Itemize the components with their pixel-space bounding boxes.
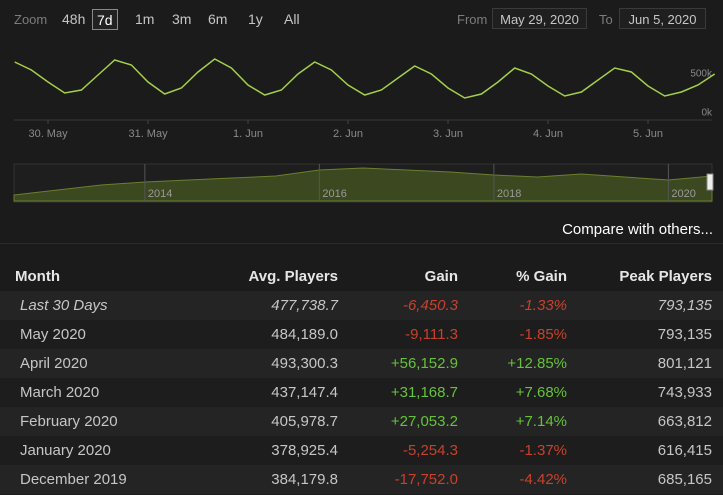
table-row: March 2020 437,147.4 +31,168.7 +7.68% 743,93…: [0, 378, 723, 407]
table-cell: 477,738.7: [271, 297, 338, 314]
table-cell: 801,121: [657, 355, 712, 372]
compare-link[interactable]: Compare with others...: [562, 221, 713, 238]
table-cell: 793,135: [657, 297, 712, 314]
x-tick-label: 4. Jun: [533, 128, 563, 140]
zoom-button[interactable]: 1y: [248, 11, 263, 27]
table-row: April 2020 493,300.3 +56,152.9 +12.85% 801,1…: [0, 349, 723, 378]
table-cell: 378,925.4: [271, 442, 338, 459]
table-cell: -17,752.0: [394, 471, 458, 488]
from-label: From: [457, 12, 488, 27]
x-tick-label: 5. Jun: [633, 128, 663, 140]
zoom-button[interactable]: 3m: [172, 11, 192, 27]
zoom-button[interactable]: 1m: [135, 11, 155, 27]
table-cell: 663,812: [657, 413, 712, 430]
table-cell: +31,168.7: [390, 384, 458, 401]
table-cell: +7.14%: [515, 413, 567, 430]
navigator-label: 2018: [497, 188, 521, 200]
table-cell: April 2020: [20, 355, 88, 372]
header-cell: Avg. Players: [248, 268, 339, 285]
table-row: February 2020 405,978.7 +27,053.2 +7.14% 663…: [0, 407, 723, 436]
player-line: [14, 58, 716, 99]
table-cell: +56,152.9: [390, 355, 458, 372]
table-cell: 685,165: [657, 471, 712, 488]
zoom-button[interactable]: 6m: [208, 11, 228, 27]
table-cell: February 2020: [20, 413, 118, 430]
table-cell: March 2020: [20, 384, 100, 401]
chart-area: 0k 500k 30. May 31. May 1. Jun 2. Jun 3. Jun 4.…: [0, 38, 723, 203]
table-cell: -1.37%: [519, 442, 567, 459]
navigator-handle: [706, 173, 714, 191]
zoom-button[interactable]: All: [284, 11, 300, 27]
table-cell: 616,415: [657, 442, 712, 459]
table-row: January 2020 378,925.4 -5,254.3 -1.37% 616,4…: [0, 436, 723, 465]
header-cell: Peak Players: [619, 268, 712, 285]
table-cell: +7.68%: [515, 384, 567, 401]
table-cell: May 2020: [20, 326, 86, 343]
table-header: Month Avg. Players Gain % Gain Peak Players: [0, 244, 723, 291]
table-cell: 384,179.8: [271, 471, 338, 488]
table-cell: -5,254.3: [402, 442, 458, 459]
table-cell: 437,147.4: [271, 384, 338, 401]
table-cell: 493,300.3: [271, 355, 338, 372]
table-cell: -1.85%: [519, 326, 567, 343]
from-input[interactable]: May 29, 2020: [492, 8, 587, 29]
x-tick-label: 1. Jun: [233, 128, 263, 140]
table-cell: 484,189.0: [271, 326, 338, 343]
navigator-label: 2016: [322, 188, 346, 200]
zoom-button[interactable]: 48h: [62, 11, 86, 27]
table-cell: -4.42%: [519, 471, 567, 488]
x-tick-label: 2. Jun: [333, 128, 363, 140]
navigator-label: 2020: [671, 188, 695, 200]
table-cell: Last 30 Days: [20, 297, 108, 314]
table-cell: 793,135: [657, 326, 712, 343]
table-cell: 743,933: [657, 384, 712, 401]
to-input[interactable]: Jun 5, 2020: [619, 8, 706, 29]
stats-table: Month Avg. Players Gain % Gain Peak Players L…: [0, 243, 723, 494]
to-label: To: [599, 12, 613, 27]
table-cell: +27,053.2: [390, 413, 458, 430]
table-cell: December 2019: [20, 471, 127, 488]
header-cell: Gain: [424, 268, 458, 285]
x-tick-label: 30. May: [28, 128, 68, 140]
navigator-label: 2014: [148, 188, 172, 200]
header-cell: % Gain: [516, 268, 567, 285]
table-cell: -6,450.3: [402, 297, 458, 314]
table-cell: 405,978.7: [271, 413, 338, 430]
table-row: Last 30 Days 477,738.7 -6,450.3 -1.33% 793,1…: [0, 291, 723, 320]
y-tick-label: 500k: [690, 69, 713, 80]
x-tick-label: 31. May: [128, 128, 168, 140]
y-tick-label: 0k: [701, 108, 713, 119]
table-row: May 2020 484,189.0 -9,111.3 -1.85% 793,135: [0, 320, 723, 349]
x-tick-label: 3. Jun: [433, 128, 463, 140]
zoom-label: Zoom: [14, 12, 48, 27]
navigator-area: [13, 167, 713, 202]
table-row: December 2019 384,179.8 -17,752.0 -4.42% 685…: [0, 465, 723, 494]
table-cell: +12.85%: [507, 355, 567, 372]
chart-bg: [0, 38, 723, 124]
table-cell: -9,111.3: [405, 326, 458, 343]
table-cell: January 2020: [20, 442, 111, 459]
header-cell: Month: [15, 268, 60, 285]
table-cell: -1.33%: [519, 297, 567, 314]
zoom-button[interactable]: 7d: [92, 9, 118, 30]
